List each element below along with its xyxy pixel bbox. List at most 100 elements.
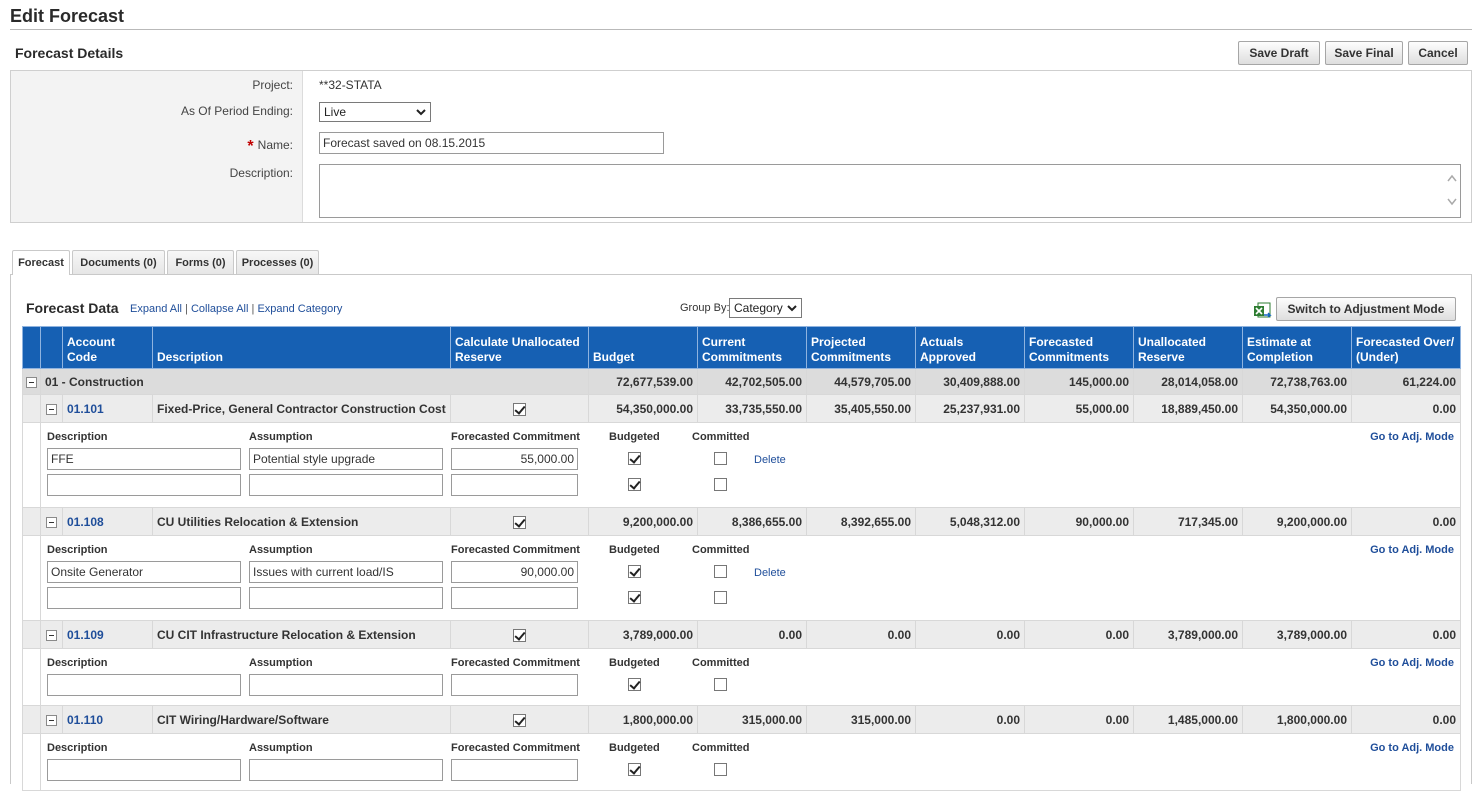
indent-cell bbox=[22, 394, 41, 423]
line-forecasted-header: Forecasted Commitment bbox=[451, 544, 580, 556]
line-committed-checkbox[interactable] bbox=[714, 565, 727, 578]
line-budgeted-checkbox[interactable] bbox=[628, 478, 641, 491]
col-forecasted-over-under[interactable]: Forecasted Over/ (Under) bbox=[1351, 326, 1461, 369]
line-forecasted-input[interactable] bbox=[451, 587, 578, 609]
tab-forecast[interactable]: Forecast bbox=[12, 250, 70, 275]
tab-forms[interactable]: Forms (0) bbox=[167, 250, 234, 274]
forecast-lines-row: Description Assumption Forecasted Commit… bbox=[22, 733, 1461, 791]
calc-reserve-checkbox[interactable] bbox=[513, 515, 526, 529]
expand-all-link[interactable]: Expand All bbox=[130, 303, 182, 315]
line-forecasted-input[interactable]: 90,000.00 bbox=[451, 561, 578, 583]
save-final-button[interactable]: Save Final bbox=[1325, 41, 1403, 65]
calc-reserve-checkbox[interactable] bbox=[513, 628, 526, 642]
period-select-value: Live bbox=[324, 105, 347, 119]
delete-line-link[interactable]: Delete bbox=[754, 454, 786, 466]
col-projected-commitments[interactable]: Projected Commitments bbox=[806, 326, 916, 369]
forecasted-over-under-cell: 0.00 bbox=[1351, 620, 1461, 649]
period-select[interactable]: Live bbox=[319, 102, 431, 122]
go-to-adj-mode-link[interactable]: Go to Adj. Mode bbox=[1370, 544, 1454, 556]
line-budgeted-checkbox[interactable] bbox=[628, 678, 641, 691]
account-code-link[interactable]: 01.101 bbox=[62, 394, 153, 423]
collapse-icon[interactable] bbox=[46, 403, 57, 415]
line-assumption-header: Assumption bbox=[249, 544, 313, 556]
line-forecasted-input[interactable] bbox=[451, 674, 578, 696]
account-code-link[interactable]: 01.109 bbox=[62, 620, 153, 649]
line-forecasted-input[interactable]: 55,000.00 bbox=[451, 448, 578, 470]
line-description-input[interactable] bbox=[47, 474, 241, 496]
line-description-input[interactable] bbox=[47, 759, 241, 781]
tab-documents[interactable]: Documents (0) bbox=[72, 250, 165, 274]
calc-reserve-cell bbox=[450, 705, 589, 734]
title-divider bbox=[10, 29, 1472, 30]
line-committed-checkbox[interactable] bbox=[714, 478, 727, 491]
account-code-link[interactable]: 01.110 bbox=[62, 705, 153, 734]
group-by-select[interactable]: Category bbox=[729, 298, 802, 318]
col-estimate-at-completion[interactable]: Estimate at Completion bbox=[1242, 326, 1352, 369]
group-by-label: Group By: bbox=[680, 302, 730, 314]
line-assumption-input[interactable] bbox=[249, 674, 443, 696]
line-description-header: Description bbox=[47, 544, 108, 556]
group-by-value: Category bbox=[734, 301, 783, 315]
scroll-down-icon[interactable] bbox=[1446, 197, 1458, 207]
line-assumption-input[interactable] bbox=[249, 474, 443, 496]
calc-reserve-checkbox[interactable] bbox=[513, 402, 526, 416]
line-committed-header: Committed bbox=[692, 657, 750, 669]
expand-category-link[interactable]: Expand Category bbox=[257, 303, 343, 315]
go-to-adj-mode-link[interactable]: Go to Adj. Mode bbox=[1370, 657, 1454, 669]
category-actuals-approved: 30,409,888.00 bbox=[915, 368, 1025, 395]
excel-export-icon[interactable] bbox=[1252, 301, 1272, 321]
cancel-button[interactable]: Cancel bbox=[1408, 41, 1468, 65]
description-textarea[interactable] bbox=[319, 164, 1461, 218]
scroll-up-icon[interactable] bbox=[1446, 173, 1458, 183]
delete-line-link[interactable]: Delete bbox=[754, 567, 786, 579]
line-budgeted-checkbox[interactable] bbox=[628, 763, 641, 776]
line-description-input[interactable]: FFE bbox=[47, 448, 241, 470]
line-description-input[interactable] bbox=[47, 674, 241, 696]
save-draft-button[interactable]: Save Draft bbox=[1238, 41, 1320, 65]
line-forecasted-input[interactable] bbox=[451, 474, 578, 496]
page-title: Edit Forecast bbox=[10, 6, 125, 26]
name-input[interactable] bbox=[319, 132, 664, 154]
line-committed-checkbox[interactable] bbox=[714, 678, 727, 691]
project-label: Project: bbox=[252, 78, 293, 92]
col-forecasted-commitments[interactable]: Forecasted Commitments bbox=[1024, 326, 1134, 369]
collapse-icon[interactable] bbox=[26, 376, 37, 388]
line-committed-checkbox[interactable] bbox=[714, 763, 727, 776]
collapse-icon[interactable] bbox=[46, 516, 57, 528]
go-to-adj-mode-link[interactable]: Go to Adj. Mode bbox=[1370, 742, 1454, 754]
line-assumption-input[interactable]: Potential style upgrade bbox=[249, 448, 443, 470]
collapse-icon[interactable] bbox=[46, 714, 57, 726]
line-assumption-input[interactable] bbox=[249, 759, 443, 781]
col-unallocated-reserve[interactable]: Unallocated Reserve bbox=[1133, 326, 1243, 369]
line-budgeted-checkbox[interactable] bbox=[628, 565, 641, 578]
switch-adjustment-mode-button[interactable]: Switch to Adjustment Mode bbox=[1276, 297, 1456, 321]
collapse-icon[interactable] bbox=[46, 629, 57, 641]
calc-reserve-cell bbox=[450, 620, 589, 649]
line-description-header: Description bbox=[47, 742, 108, 754]
col-actuals-approved[interactable]: Actuals Approved bbox=[915, 326, 1025, 369]
chevron-down-icon bbox=[787, 305, 797, 312]
line-assumption-input[interactable]: Issues with current load/IS bbox=[249, 561, 443, 583]
line-budgeted-checkbox[interactable] bbox=[628, 452, 641, 465]
line-description-input[interactable]: Onsite Generator bbox=[47, 561, 241, 583]
col-budget[interactable]: Budget bbox=[588, 326, 698, 369]
col-description[interactable]: Description bbox=[152, 326, 451, 369]
description-label: Description: bbox=[229, 166, 293, 180]
calc-reserve-checkbox[interactable] bbox=[513, 713, 526, 727]
estimate-at-completion-cell: 1,800,000.00 bbox=[1242, 705, 1352, 734]
name-label-wrap: * Name: bbox=[247, 136, 293, 155]
col-account-code[interactable]: Account Code bbox=[62, 326, 153, 369]
line-assumption-input[interactable] bbox=[249, 587, 443, 609]
go-to-adj-mode-link[interactable]: Go to Adj. Mode bbox=[1370, 431, 1454, 443]
account-code-link[interactable]: 01.108 bbox=[62, 507, 153, 536]
line-forecasted-input[interactable] bbox=[451, 759, 578, 781]
unallocated-reserve-cell: 3,789,000.00 bbox=[1133, 620, 1243, 649]
line-committed-checkbox[interactable] bbox=[714, 591, 727, 604]
line-budgeted-checkbox[interactable] bbox=[628, 591, 641, 604]
collapse-all-link[interactable]: Collapse All bbox=[190, 303, 249, 315]
line-committed-checkbox[interactable] bbox=[714, 452, 727, 465]
line-description-input[interactable] bbox=[47, 587, 241, 609]
col-current-commitments[interactable]: Current Commitments bbox=[697, 326, 807, 369]
tab-processes[interactable]: Processes (0) bbox=[236, 250, 319, 274]
col-calc-reserve[interactable]: Calculate Unallocated Reserve bbox=[450, 326, 589, 369]
